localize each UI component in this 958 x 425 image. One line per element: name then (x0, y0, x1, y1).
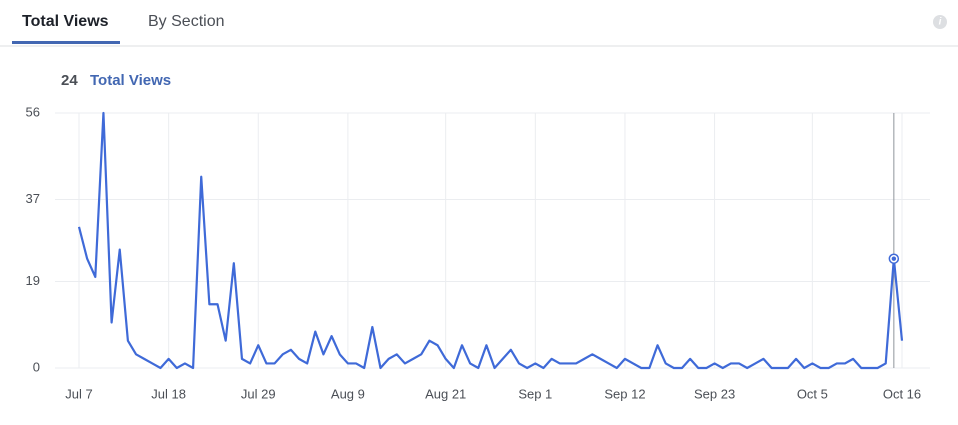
x-tick-label: Sep 12 (604, 386, 645, 401)
x-tick-label: Jul 7 (65, 386, 92, 401)
summary-label: Total Views (90, 72, 171, 89)
x-tick-label: Sep 23 (694, 386, 735, 401)
y-tick-label: 0 (33, 359, 40, 374)
y-tick-label: 19 (26, 273, 40, 288)
info-icon[interactable] (933, 15, 947, 29)
summary-value: 24 (61, 72, 78, 89)
x-tick-label: Sep 1 (518, 386, 552, 401)
x-tick-label: Oct 16 (883, 386, 921, 401)
x-tick-label: Aug 21 (425, 386, 466, 401)
info-icon-glyph: i (939, 17, 942, 28)
hover-marker-dot (891, 256, 897, 261)
tab-underline (12, 41, 120, 44)
x-tick-label: Aug 9 (331, 386, 365, 401)
y-tick-label: 37 (26, 191, 40, 206)
x-tick-label: Oct 5 (797, 386, 828, 401)
series-line (77, 111, 904, 370)
tab[interactable]: By Section (148, 13, 224, 30)
tab-active[interactable]: Total Views (22, 13, 109, 30)
y-tick-label: 56 (26, 104, 40, 119)
x-tick-label: Jul 18 (151, 386, 186, 401)
x-tick-label: Jul 29 (241, 386, 276, 401)
